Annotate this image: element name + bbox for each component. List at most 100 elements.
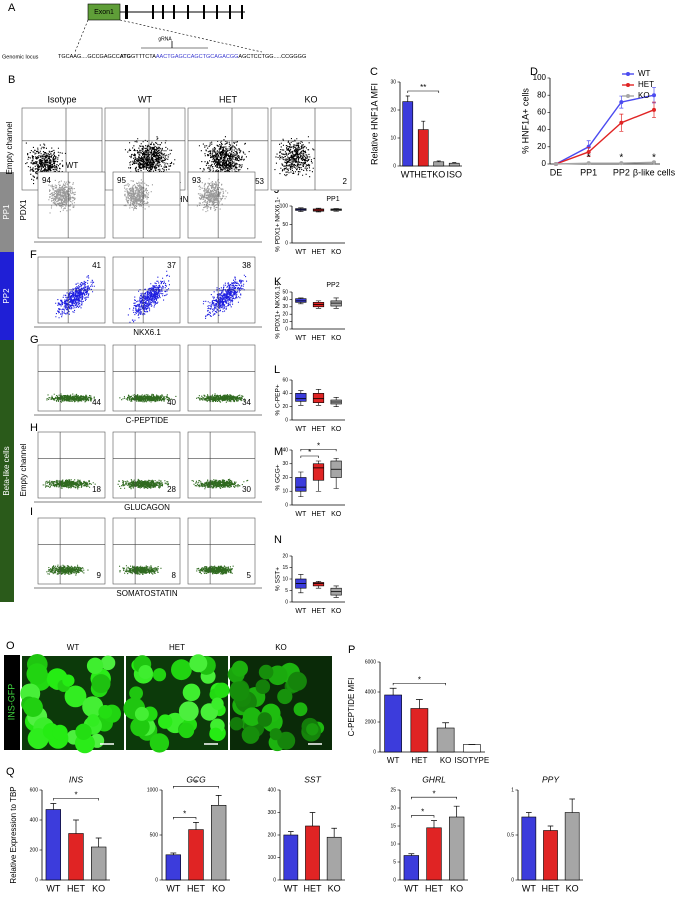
error-bar (453, 805, 460, 817)
legend-marker (626, 72, 630, 76)
gfp-cell (100, 655, 116, 671)
panel-letter: F (30, 249, 37, 261)
cell-dots (202, 274, 248, 319)
legend-label: KO (638, 91, 650, 100)
chart-title: PP1 (326, 196, 339, 203)
bar (326, 836, 342, 881)
x-tick-label: HET (67, 883, 86, 893)
y-axis-label: % SST+ (275, 567, 282, 591)
channel-bar (4, 655, 20, 750)
y-axis-label: Relative HNF1A MFI (369, 83, 379, 165)
x-axis-label: NKX6.1 (133, 328, 161, 337)
gfp-cell (255, 679, 271, 694)
gfp-cells (227, 660, 325, 752)
cell-dots (46, 564, 89, 576)
x-tick-label: KO (331, 608, 342, 615)
error-bar (309, 812, 316, 826)
bar (543, 830, 558, 881)
column-label: WT (138, 94, 152, 104)
bar (426, 827, 442, 881)
significance-bracket (53, 798, 99, 801)
x-tick-label: WT (387, 756, 400, 765)
annotation: * (652, 153, 656, 164)
error-bar (50, 803, 57, 810)
y-tick-label: 10 (282, 576, 288, 582)
cell-dots (42, 479, 96, 490)
bar (403, 855, 420, 881)
exon-block (241, 5, 243, 19)
error-bar (331, 827, 337, 838)
chart-title: SST (304, 774, 321, 784)
panel-letter: A (8, 2, 16, 14)
y-tick-label: 0.5 (507, 832, 514, 838)
error-bar (421, 120, 426, 130)
gfp-cell (75, 723, 92, 740)
bar (521, 816, 537, 881)
gfp-cell (258, 664, 274, 680)
gfp-cell (211, 697, 224, 710)
panel-letter: C (370, 66, 378, 78)
series-marker (554, 162, 558, 166)
bar (448, 162, 460, 167)
bar (417, 129, 429, 167)
gate-percent: 37 (167, 261, 176, 270)
significance-label: * (418, 675, 421, 684)
x-tick-label: KO (450, 883, 463, 893)
y-tick-label: 200 (268, 832, 277, 838)
y-tick-label: 100 (268, 855, 277, 861)
x-tick-label: KO (331, 249, 342, 256)
y-tick-label: 30 (282, 461, 288, 467)
y-tick-label: 15 (282, 565, 288, 571)
cell-dots (25, 142, 66, 187)
x-tick-label: HET (312, 335, 327, 342)
gfp-cell (231, 660, 248, 677)
x-tick-label: WT (295, 335, 307, 342)
y-tick-label: 80 (537, 90, 546, 99)
gate-percent: 34 (242, 398, 251, 407)
grna-label: gRNA (158, 36, 172, 42)
series-line (555, 94, 655, 165)
significance-bracket (411, 815, 435, 818)
gate-percent: 2 (343, 177, 348, 186)
bar (165, 854, 181, 881)
cell-dots (196, 393, 246, 403)
gfp-cell (149, 733, 170, 753)
cell-dots (55, 275, 95, 319)
error-bar (193, 822, 199, 830)
y-axis-label: Relative Expression to TBP (9, 786, 18, 883)
gfp-cell (229, 681, 250, 702)
flow-plot-frame (112, 517, 181, 585)
panel-letter: P (348, 644, 355, 656)
gfp-cell (23, 697, 43, 717)
y-tick-label: 0 (285, 326, 288, 332)
gfp-cell (178, 722, 195, 739)
x-tick-label: β-like cells (633, 167, 676, 177)
x-tick-label: KO (331, 511, 342, 518)
y-axis-label: Empty channel (5, 121, 14, 174)
x-tick-label: WT (166, 883, 180, 893)
y-tick-label: 20 (390, 107, 396, 113)
y-tick-label: 0 (542, 159, 547, 168)
y-tick-label: 6000 (365, 659, 376, 665)
chart-title: INS (69, 774, 84, 784)
bar (283, 834, 299, 881)
cell-dots (196, 565, 234, 575)
column-label: KO (275, 643, 287, 652)
annotation: * (619, 153, 623, 164)
box (312, 463, 325, 481)
gate-percent: 41 (92, 261, 101, 270)
significance-label: * (421, 808, 424, 817)
y-tick-label: 40 (282, 391, 288, 397)
series-marker (586, 161, 591, 166)
x-tick-label: HET (542, 883, 561, 893)
box (312, 393, 325, 403)
gfp-cell (229, 717, 244, 731)
x-tick-label: HET (312, 426, 327, 433)
gfp-cell (189, 654, 208, 673)
seq-atg: ATG (120, 54, 131, 60)
bar (463, 744, 481, 753)
series-line (555, 161, 655, 165)
gene-map: Exon1 gRNA Genomic locus TGCAAG....GCCGA… (2, 3, 306, 60)
gfp-cell (269, 728, 282, 741)
gate-percent: 95 (117, 176, 126, 185)
